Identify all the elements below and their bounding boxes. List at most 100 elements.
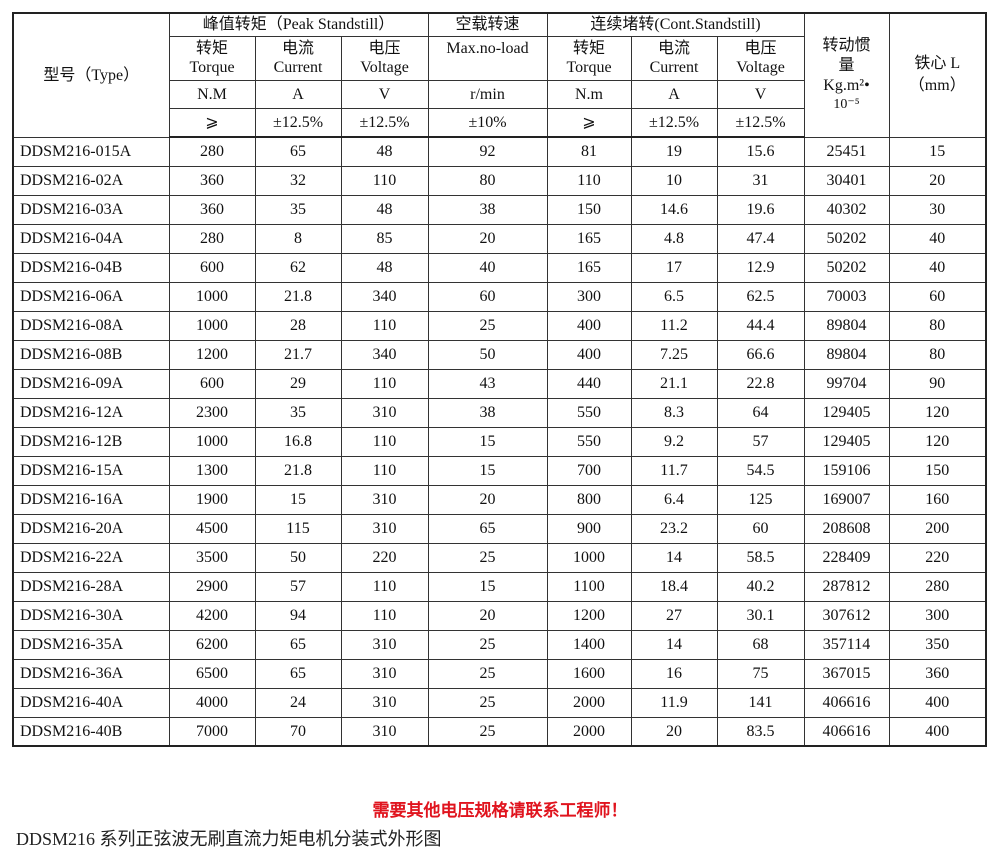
tolerance-cell: ±12.5% — [630, 107, 718, 138]
value-cell: 83.5 — [716, 716, 805, 747]
value-cell: 30401 — [803, 165, 890, 196]
value-cell: 32 — [254, 165, 342, 196]
value-cell: 2300 — [168, 397, 256, 428]
value-cell: 25 — [427, 687, 548, 718]
table-row: DDSM216-04B 600 62 48 40 165 17 12.9 50202 40 — [12, 252, 987, 283]
value-cell: 54.5 — [716, 455, 805, 486]
table-row: DDSM216-28A 2900 57 110 15 1100 18.4 40.2 287812… — [12, 571, 987, 602]
value-cell: 165 — [546, 252, 632, 283]
type-cell: DDSM216-06A — [12, 281, 170, 312]
tolerance-cell: ±10% — [427, 107, 548, 138]
value-cell: 35 — [254, 397, 342, 428]
type-cell: DDSM216-02A — [12, 165, 170, 196]
value-cell: 2000 — [546, 687, 632, 718]
value-cell: 92 — [427, 136, 548, 167]
value-cell: 11.9 — [630, 687, 718, 718]
value-cell: 3500 — [168, 542, 256, 573]
value-cell: 6500 — [168, 658, 256, 689]
unit-cell: A — [630, 79, 718, 109]
value-cell: 1000 — [546, 542, 632, 573]
value-cell: 21.7 — [254, 339, 342, 370]
subheader-0: 转矩 Torque — [168, 35, 256, 81]
type-cell: DDSM216-16A — [12, 484, 170, 515]
unit-cell: V — [340, 79, 429, 109]
value-cell: 357114 — [803, 629, 890, 660]
value-cell: 15 — [254, 484, 342, 515]
unit-cell: N.m — [546, 79, 632, 109]
value-cell: 43 — [427, 368, 548, 399]
value-cell: 65 — [254, 629, 342, 660]
value-cell: 40.2 — [716, 571, 805, 602]
value-cell: 80 — [888, 310, 987, 341]
subheader-4: 转矩 Torque — [546, 35, 632, 81]
value-cell: 1300 — [168, 455, 256, 486]
value-cell: 58.5 — [716, 542, 805, 573]
value-cell: 50 — [254, 542, 342, 573]
type-cell: DDSM216-28A — [12, 571, 170, 602]
value-cell: 1400 — [546, 629, 632, 660]
spec-table: 型号（Type） 峰值转矩（Peak Standstill） 空载转速 连续堵转… — [12, 12, 987, 747]
header-inertia: 转动惯量 Kg.m²• 10⁻⁵ — [803, 12, 890, 138]
type-cell: DDSM216-08A — [12, 310, 170, 341]
value-cell: 30.1 — [716, 600, 805, 631]
subheader-cn: 电流 — [657, 39, 690, 57]
caption: DDSM216 系列正弦波无刷直流力矩电机分装式外形图 — [16, 829, 442, 849]
value-cell: 7.25 — [630, 339, 718, 370]
value-cell: 6.4 — [630, 484, 718, 515]
value-cell: 62.5 — [716, 281, 805, 312]
value-cell: 360 — [888, 658, 987, 689]
value-cell: 14 — [630, 629, 718, 660]
subheader-6: 电压 Voltage — [716, 35, 805, 81]
value-cell: 400 — [546, 339, 632, 370]
value-cell: 70 — [254, 716, 342, 747]
value-cell: 360 — [168, 165, 256, 196]
value-cell: 110 — [340, 165, 429, 196]
type-cell: DDSM216-30A — [12, 600, 170, 631]
value-cell: 30 — [888, 194, 987, 225]
value-cell: 25 — [427, 658, 548, 689]
value-cell: 15 — [427, 455, 548, 486]
value-cell: 200 — [888, 513, 987, 544]
value-cell: 2900 — [168, 571, 256, 602]
tolerance-cell: ±12.5% — [716, 107, 805, 138]
value-cell: 85 — [340, 223, 429, 254]
value-cell: 57 — [254, 571, 342, 602]
table-row: DDSM216-22A 3500 50 220 25 1000 14 58.5 228409 22… — [12, 542, 987, 573]
value-cell: 220 — [340, 542, 429, 573]
type-cell: DDSM216-04B — [12, 252, 170, 283]
value-cell: 440 — [546, 368, 632, 399]
value-cell: 27 — [630, 600, 718, 631]
value-cell: 150 — [546, 194, 632, 225]
value-cell: 20 — [427, 484, 548, 515]
contact-note: 需要其他电压规格请联系工程师！ — [372, 801, 628, 821]
subheader-3: Max.no-load — [427, 36, 548, 81]
value-cell: 110 — [340, 368, 429, 399]
value-cell: 129405 — [803, 397, 890, 428]
subheader-en: Voltage — [360, 58, 409, 76]
subheader-cn: 电压 — [368, 39, 401, 57]
subheader-2: 电压 Voltage — [340, 35, 429, 81]
table-row: DDSM216-12B 1000 16.8 110 15 550 9.2 57 129405 12… — [12, 426, 987, 457]
value-cell: 141 — [716, 687, 805, 718]
tolerance-cell: ±12.5% — [340, 107, 429, 138]
inertia-exp: 10⁻⁵ — [833, 97, 860, 113]
value-cell: 28 — [254, 310, 342, 341]
header-cont: 连续堵转(Cont.Standstill) — [546, 12, 805, 37]
value-cell: 48 — [340, 252, 429, 283]
table-row: DDSM216-12A 2300 35 310 38 550 8.3 64 129405 120 — [12, 397, 987, 428]
value-cell: 400 — [546, 310, 632, 341]
subheader-1: 电流 Current — [254, 35, 342, 81]
value-cell: 208608 — [803, 513, 890, 544]
type-cell: DDSM216-015A — [12, 136, 170, 167]
subheader-en: Current — [649, 58, 699, 76]
value-cell: 50 — [427, 339, 548, 370]
table-row: DDSM216-09A 600 29 110 43 440 21.1 22.8 99704 90 — [12, 368, 987, 399]
value-cell: 21.8 — [254, 281, 342, 312]
value-cell: 350 — [888, 629, 987, 660]
value-cell: 280 — [168, 223, 256, 254]
value-cell: 99704 — [803, 368, 890, 399]
value-cell: 125 — [716, 484, 805, 515]
value-cell: 48 — [340, 136, 429, 167]
core-unit: （mm） — [908, 77, 966, 95]
value-cell: 29 — [254, 368, 342, 399]
